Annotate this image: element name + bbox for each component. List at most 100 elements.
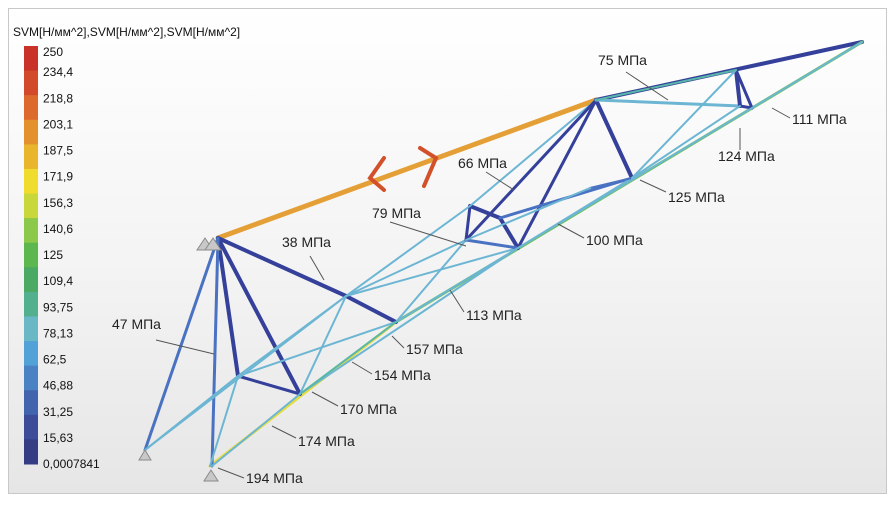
legend-swatch [24,341,38,367]
stress-annotation: 113 МПа [466,307,522,323]
stress-annotation: 79 МПа [372,205,421,221]
stress-annotation: 125 МПа [668,189,725,205]
legend-value: 218,8 [43,91,73,105]
support-top-left [196,237,222,251]
load-arrows [367,146,439,192]
truss-members [143,40,864,468]
truss-member [734,68,754,110]
stress-annotation: 124 МПа [718,148,775,164]
legend-swatch [24,267,38,293]
truss-member [237,321,397,377]
legend-swatch [24,168,38,195]
annotation-leader [217,467,245,479]
truss-member [595,69,737,101]
truss-member [299,295,347,395]
legend-swatch [24,414,38,440]
legend-value: 156,3 [43,196,73,210]
truss-member [299,247,519,395]
legend-swatch [24,242,38,268]
legend-swatch [24,365,38,391]
legend-swatch [24,291,38,317]
stress-annotation: 75 МПа [598,52,647,68]
legend-value: 93,75 [43,300,73,314]
truss-member [594,98,634,180]
truss-member [751,41,863,109]
annotation-leader [625,71,669,101]
truss-member [143,236,220,452]
stress-annotation: 154 МПа [374,367,431,383]
arrow-right-icon [418,146,439,188]
support-mid-left [138,449,152,461]
legend-value: 187,5 [43,144,73,158]
truss-member [215,97,599,241]
truss-member [498,216,520,250]
legend-value: 109,4 [43,274,73,288]
annotation-leader [485,171,515,191]
annotation-leaders [155,71,791,479]
truss-member [237,295,347,377]
legend-swatch [24,439,38,465]
annotation-leader [771,107,791,119]
stress-annotation: 100 МПа [586,232,643,248]
arrow-left-icon [367,156,386,192]
truss-member [464,98,598,242]
legend-swatch [24,144,38,170]
truss-member [216,236,240,378]
truss-member [211,393,301,467]
stress-annotation: 66 МПа [458,155,507,171]
annotation-leader [557,223,585,239]
stress-annotation: 157 МПа [406,341,463,357]
truss-member [464,238,520,250]
truss-member [734,68,742,108]
legend-swatch [24,95,38,121]
truss-member [395,239,467,323]
annotation-leader [389,221,467,247]
annotation-leader [351,361,373,375]
annotation-leader [639,179,667,193]
truss-member [210,236,220,468]
legend-value: 171,9 [43,170,73,184]
truss-member [631,105,741,179]
legend-value: 234,4 [43,65,73,79]
color-legend: SVM[H/мм^2],SVM[H/мм^2],SVM[H/мм^2] 250 2… [13,25,240,471]
stress-annotation: 174 МПа [298,433,355,449]
truss-member [236,374,302,396]
stress-annotation: 38 МПа [282,234,331,250]
legend-value: 0,0007841 [43,457,100,471]
legend-swatch [24,316,38,342]
legend-value: 203,1 [43,117,73,131]
truss-member [345,247,519,297]
annotation-leader [309,255,325,281]
annotation-leader [155,339,215,355]
stress-annotation: 194 МПа [246,470,303,486]
annotation-leader [311,391,339,407]
annotation-leader [391,335,405,349]
truss-member [299,321,397,395]
truss-member [465,187,591,241]
legend-swatch [24,119,38,145]
truss-member [144,375,239,451]
legend-value: 62,5 [43,353,67,367]
legend-value: 125 [43,248,63,262]
truss-member [589,177,633,189]
truss-member [345,205,471,297]
truss-member [516,98,598,250]
truss-member [738,104,754,110]
stress-annotation: 170 МПа [340,401,397,417]
legend-value: 46,88 [43,379,73,393]
truss-member [594,98,742,108]
legend-value: 31,25 [43,405,73,419]
legend-swatch [24,218,38,244]
legend-swatch [24,390,38,416]
legend-swatch [24,46,38,72]
legend-value: 78,13 [43,326,73,340]
truss-member [344,294,398,324]
truss-member [216,236,348,298]
legend-value: 250 [43,45,63,59]
legend-swatch [24,193,38,219]
support-bottom [203,469,219,482]
annotations: 75 МПа 111 МПа 124 МПа 125 МПа 66 МПа 79 МПа 1… [112,52,847,486]
truss-member [468,204,502,220]
truss-member [517,107,753,249]
